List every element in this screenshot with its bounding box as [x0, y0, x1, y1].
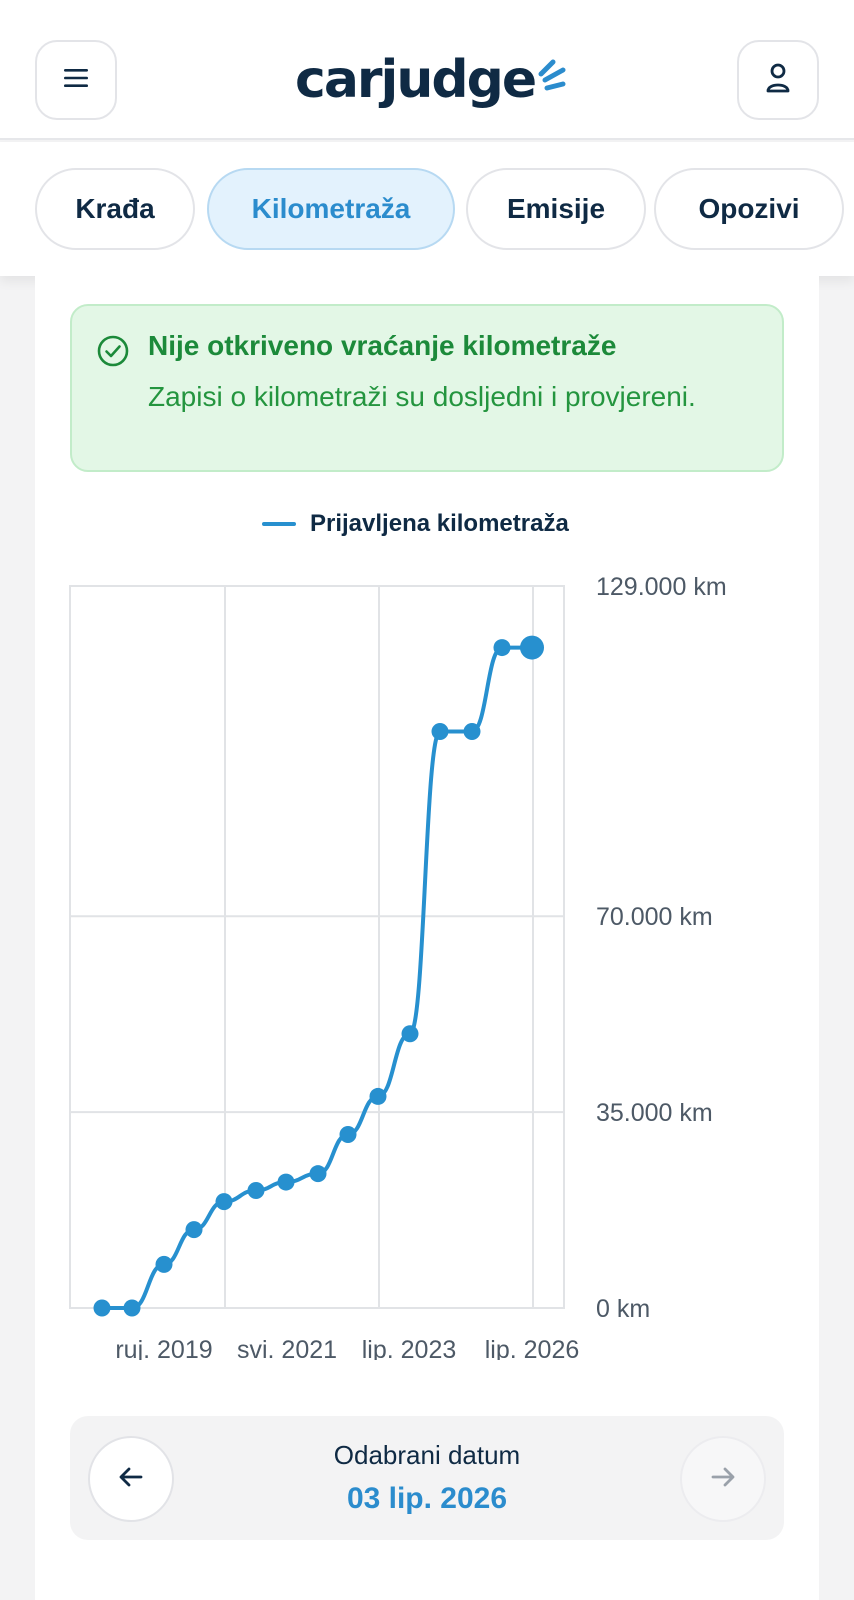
y-tick-label: 0 km: [596, 1295, 650, 1323]
date-selector: Odabrani datum 03 lip. 2026: [70, 1416, 784, 1540]
legend-line-marker: [262, 522, 296, 526]
selected-date-value: 03 lip. 2026: [346, 1482, 508, 1515]
check-circle-icon: [96, 334, 130, 373]
alert-title: Nije otkriveno vraćanje kilometraže: [148, 330, 617, 361]
selected-date-label: Odabrani datum: [333, 1440, 521, 1470]
data-point[interactable]: [431, 723, 449, 741]
data-point[interactable]: [155, 1255, 173, 1273]
x-tick-label: ruj. 2019: [115, 1336, 212, 1360]
data-point[interactable]: [247, 1181, 265, 1199]
data-point[interactable]: [369, 1087, 387, 1105]
data-point[interactable]: [185, 1221, 203, 1239]
data-point[interactable]: [309, 1165, 327, 1183]
data-point[interactable]: [215, 1193, 233, 1211]
arrow-left-icon: [116, 1462, 146, 1497]
x-tick-label: lip. 2026: [485, 1336, 580, 1360]
data-point[interactable]: [277, 1173, 295, 1191]
user-account-button[interactable]: [737, 40, 819, 120]
previous-date-button[interactable]: [88, 1436, 174, 1522]
mileage-chart: 129.000 km 70.000 km 35.000 km 0 km ruj. 201…: [69, 573, 727, 1360]
logo-text: carjudge: [295, 50, 537, 110]
app-header: carjudge: [0, 0, 854, 140]
menu-button[interactable]: [35, 40, 117, 120]
y-tick-label: 129.000 km: [596, 573, 727, 601]
status-alert: Nije otkriveno vraćanje kilometraže Zapi…: [70, 304, 784, 472]
y-tick-label: 70.000 km: [596, 903, 713, 931]
next-date-button[interactable]: [680, 1436, 766, 1522]
tab-opozivi[interactable]: Opozivi: [654, 168, 844, 250]
tab-kilometraza[interactable]: Kilometraža: [207, 168, 455, 250]
user-icon: [764, 62, 792, 99]
x-tick-label: lip. 2023: [362, 1336, 457, 1360]
selected-data-point[interactable]: [520, 635, 544, 660]
logo-spark-icon: [535, 58, 569, 103]
chart-legend: Prijavljena kilometraža: [262, 510, 569, 538]
category-tabs: Krađa Kilometraža Emisije Opozivi: [0, 142, 854, 276]
data-point[interactable]: [493, 639, 511, 657]
hamburger-menu-icon: [62, 66, 90, 95]
legend-label: Prijavljena kilometraža: [310, 510, 569, 537]
tab-emisije[interactable]: Emisije: [466, 168, 646, 250]
carjudge-logo[interactable]: carjudge: [295, 40, 569, 120]
plot-area: [69, 585, 565, 1309]
x-tick-label: svi. 2021: [237, 1336, 337, 1360]
arrow-right-icon: [708, 1462, 738, 1497]
data-point[interactable]: [93, 1299, 111, 1317]
data-point[interactable]: [339, 1125, 357, 1143]
mileage-series-line: [101, 645, 532, 1310]
alert-text: Zapisi o kilometraži su dosljedni i prov…: [148, 381, 696, 412]
data-point[interactable]: [123, 1299, 141, 1317]
data-point[interactable]: [401, 1025, 419, 1043]
data-point[interactable]: [463, 723, 481, 741]
y-tick-label: 35.000 km: [596, 1099, 713, 1127]
tab-krada[interactable]: Krađa: [35, 168, 195, 250]
